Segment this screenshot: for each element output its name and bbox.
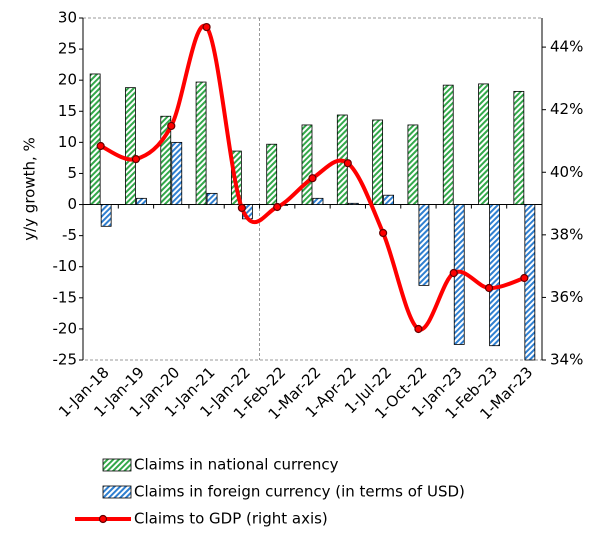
legend-label: Claims in foreign currency (in terms of … (134, 483, 465, 501)
bar (407, 124, 419, 205)
y2-tick-label: 36% (550, 288, 583, 306)
plot-frame (82, 17, 543, 361)
line-marker (202, 22, 211, 32)
bar (383, 194, 395, 205)
y2-tick-label: 40% (550, 163, 583, 181)
y-tick-label: -15 (53, 288, 78, 306)
bar (171, 141, 183, 205)
legend-swatch (98, 514, 108, 524)
y-axis-label: y/y growth, % (21, 137, 39, 241)
y-tick-label: 5 (67, 164, 77, 182)
y-tick-label: -25 (53, 351, 78, 369)
legend-label: Claims in national currency (134, 456, 339, 474)
y-tick-label: -20 (53, 319, 78, 337)
bar (442, 84, 454, 205)
bar (125, 87, 136, 205)
bar (136, 197, 147, 205)
line-marker (343, 159, 352, 168)
line-marker (273, 202, 282, 212)
y-tick-label: 0 (67, 195, 77, 213)
bar (418, 204, 430, 286)
y-tick-label: 10 (58, 133, 77, 151)
bar (206, 192, 218, 205)
y2-tick-label: 34% (550, 351, 583, 369)
y2-tick-label: 38% (550, 225, 583, 243)
bar (312, 197, 324, 205)
bar (160, 115, 172, 205)
bar (478, 83, 489, 205)
line-marker (414, 324, 423, 334)
bar (89, 73, 101, 205)
line-marker (379, 228, 388, 238)
legend-swatch (102, 458, 132, 472)
bar (266, 143, 278, 205)
bar (524, 204, 536, 361)
line-marker (237, 203, 246, 213)
bar (513, 90, 525, 205)
line-marker (167, 121, 176, 131)
bar (489, 204, 500, 347)
y-tick-label: -5 (62, 226, 77, 244)
bar (100, 204, 112, 227)
y2-tick-label: 44% (550, 38, 583, 56)
line-marker (96, 141, 105, 151)
legend-label: Claims to GDP (right axis) (134, 510, 328, 528)
bar (195, 81, 207, 205)
y2-tick-label: 42% (550, 100, 583, 118)
line-marker (484, 283, 494, 293)
y-tick-label: 15 (58, 102, 77, 120)
y-tick-label: -10 (53, 257, 78, 275)
line-marker (131, 155, 141, 164)
y-tick-label: 25 (58, 40, 77, 58)
line-marker (308, 174, 317, 183)
bar (347, 202, 359, 205)
y-tick-label: 20 (58, 71, 77, 89)
bar (372, 119, 384, 205)
line-marker (520, 273, 529, 283)
y-tick-label: 30 (58, 9, 77, 27)
line (99, 23, 525, 332)
legend-swatch (102, 485, 132, 499)
bar (301, 124, 313, 205)
line-marker (449, 268, 458, 278)
